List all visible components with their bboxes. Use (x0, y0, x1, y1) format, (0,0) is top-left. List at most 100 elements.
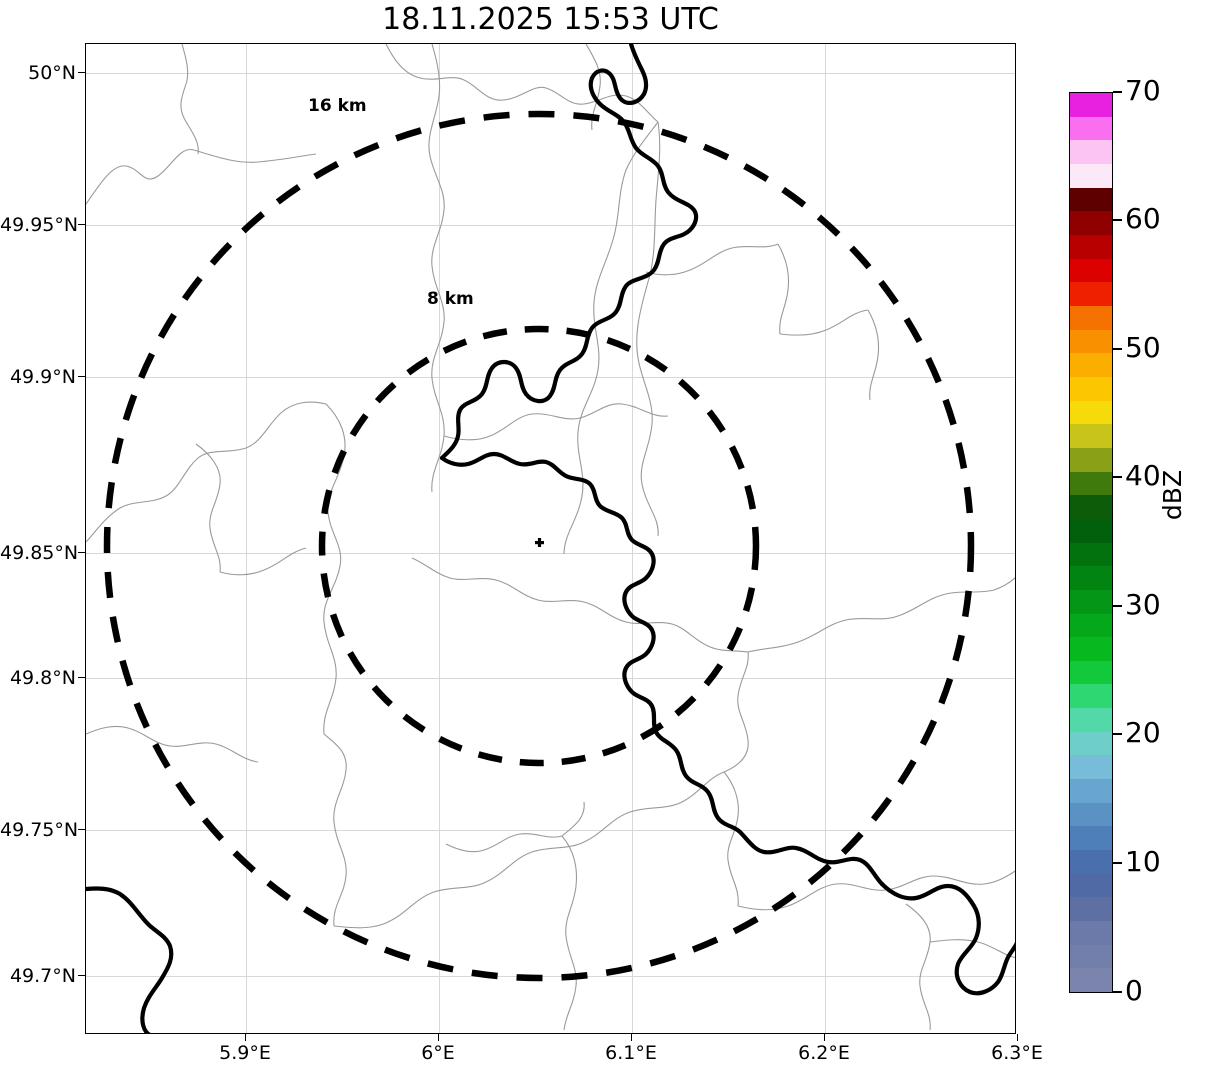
map-axes[interactable]: 16 km 8 km (85, 43, 1016, 1034)
colorbar-band (1070, 755, 1112, 780)
colorbar-tickmark (1113, 91, 1122, 93)
colorbar-band (1070, 93, 1112, 117)
colorbar-band (1070, 518, 1112, 543)
x-tickmark (245, 1034, 247, 1041)
colorbar-band (1070, 305, 1112, 330)
colorbar-band (1070, 258, 1112, 283)
colorbar-band (1070, 211, 1112, 235)
colorbar-band (1070, 140, 1112, 165)
x-axis-label: 6.3°E (991, 1042, 1043, 1064)
y-axis-label: 50°N (28, 62, 76, 84)
colorbar-tick-label: 20 (1125, 716, 1161, 749)
range-ring-8km (318, 325, 760, 767)
colorbar-band (1070, 589, 1112, 614)
map-canvas: 16 km 8 km (86, 44, 1015, 1033)
colorbar-band (1070, 329, 1112, 354)
colorbar-tick-label: 0 (1125, 974, 1143, 1007)
gridline-vertical (825, 44, 826, 1033)
y-tickmark (78, 829, 85, 831)
colorbar-band (1070, 566, 1112, 590)
colorbar-band (1070, 400, 1112, 425)
y-axis-label: 49.75°N (0, 819, 79, 841)
national-border (439, 44, 1015, 996)
colorbar-band (1070, 376, 1112, 401)
y-tickmark (78, 677, 85, 679)
x-axis-label: 6.2°E (798, 1042, 850, 1064)
colorbar-tick-label: 40 (1125, 459, 1161, 492)
colorbar-axis-label: dBZ (1158, 469, 1187, 521)
gridline-horizontal (86, 830, 1015, 831)
map-geography-layer (86, 44, 1015, 1033)
y-tickmark (78, 552, 85, 554)
colorbar-band (1070, 235, 1112, 259)
colorbar-band (1070, 802, 1112, 827)
y-axis-label: 49.85°N (0, 542, 79, 564)
gridline-vertical (439, 44, 440, 1033)
colorbar-band (1070, 779, 1112, 803)
colorbar-band (1070, 684, 1112, 709)
y-tickmark (78, 72, 85, 74)
colorbar-tickmark (1113, 219, 1122, 221)
colorbar-band (1070, 424, 1112, 448)
colorbar-band (1070, 637, 1112, 661)
colorbar-band (1070, 613, 1112, 638)
page-title: 18.11.2025 15:53 UTC (382, 2, 719, 37)
colorbar-band (1070, 542, 1112, 567)
gridline-horizontal (86, 73, 1015, 74)
colorbar-band (1070, 116, 1112, 141)
colorbar-band (1070, 944, 1112, 969)
y-axis-label: 49.7°N (9, 965, 76, 987)
colorbar[interactable] (1069, 92, 1113, 993)
x-tickmark (631, 1034, 633, 1041)
y-axis-label: 49.95°N (0, 214, 79, 236)
national-border-southwest (86, 886, 174, 1033)
colorbar-band (1070, 873, 1112, 898)
colorbar-band (1070, 495, 1112, 519)
colorbar-tick-label: 10 (1125, 845, 1161, 878)
colorbar-band (1070, 282, 1112, 306)
colorbar-tickmark (1113, 733, 1122, 735)
y-tickmark (78, 975, 85, 977)
colorbar-tickmark (1113, 348, 1122, 350)
gridline-horizontal (86, 678, 1015, 679)
admin-boundaries (86, 44, 1015, 1031)
x-tickmark (1017, 1034, 1019, 1041)
colorbar-band (1070, 968, 1112, 992)
colorbar-band (1070, 353, 1112, 377)
colorbar-tickmark (1113, 991, 1122, 993)
colorbar-tick-label: 70 (1125, 74, 1161, 107)
x-tickmark (438, 1034, 440, 1041)
range-ring-16km (103, 110, 975, 982)
colorbar-band (1070, 897, 1112, 922)
range-ring-label-16km: 16 km (308, 96, 367, 116)
gridline-horizontal (86, 377, 1015, 378)
x-axis-label: 6.1°E (605, 1042, 657, 1064)
gridline-horizontal (86, 553, 1015, 554)
gridline-horizontal (86, 225, 1015, 226)
radar-site-plus-marker (535, 538, 544, 547)
x-axis-label: 5.9°E (219, 1042, 271, 1064)
gridline-horizontal (86, 976, 1015, 977)
colorbar-band (1070, 826, 1112, 851)
colorbar-band (1070, 921, 1112, 945)
gridline-vertical (246, 44, 247, 1033)
y-axis-label: 49.8°N (9, 667, 76, 689)
y-axis-label: 49.9°N (9, 366, 76, 388)
colorbar-band (1070, 708, 1112, 732)
colorbar-band (1070, 164, 1112, 188)
colorbar-band (1070, 660, 1112, 685)
colorbar-band (1070, 447, 1112, 472)
colorbar-band (1070, 471, 1112, 496)
colorbar-band (1070, 850, 1112, 874)
colorbar-tick-label: 50 (1125, 331, 1161, 364)
range-ring-label-8km: 8 km (427, 289, 474, 309)
y-tickmark (78, 376, 85, 378)
colorbar-tick-label: 30 (1125, 588, 1161, 621)
colorbar-tickmark (1113, 476, 1122, 478)
colorbar-tickmark (1113, 605, 1122, 607)
x-tickmark (824, 1034, 826, 1041)
colorbar-band (1070, 187, 1112, 212)
y-tickmark (78, 224, 85, 226)
colorbar-tickmark (1113, 862, 1122, 864)
